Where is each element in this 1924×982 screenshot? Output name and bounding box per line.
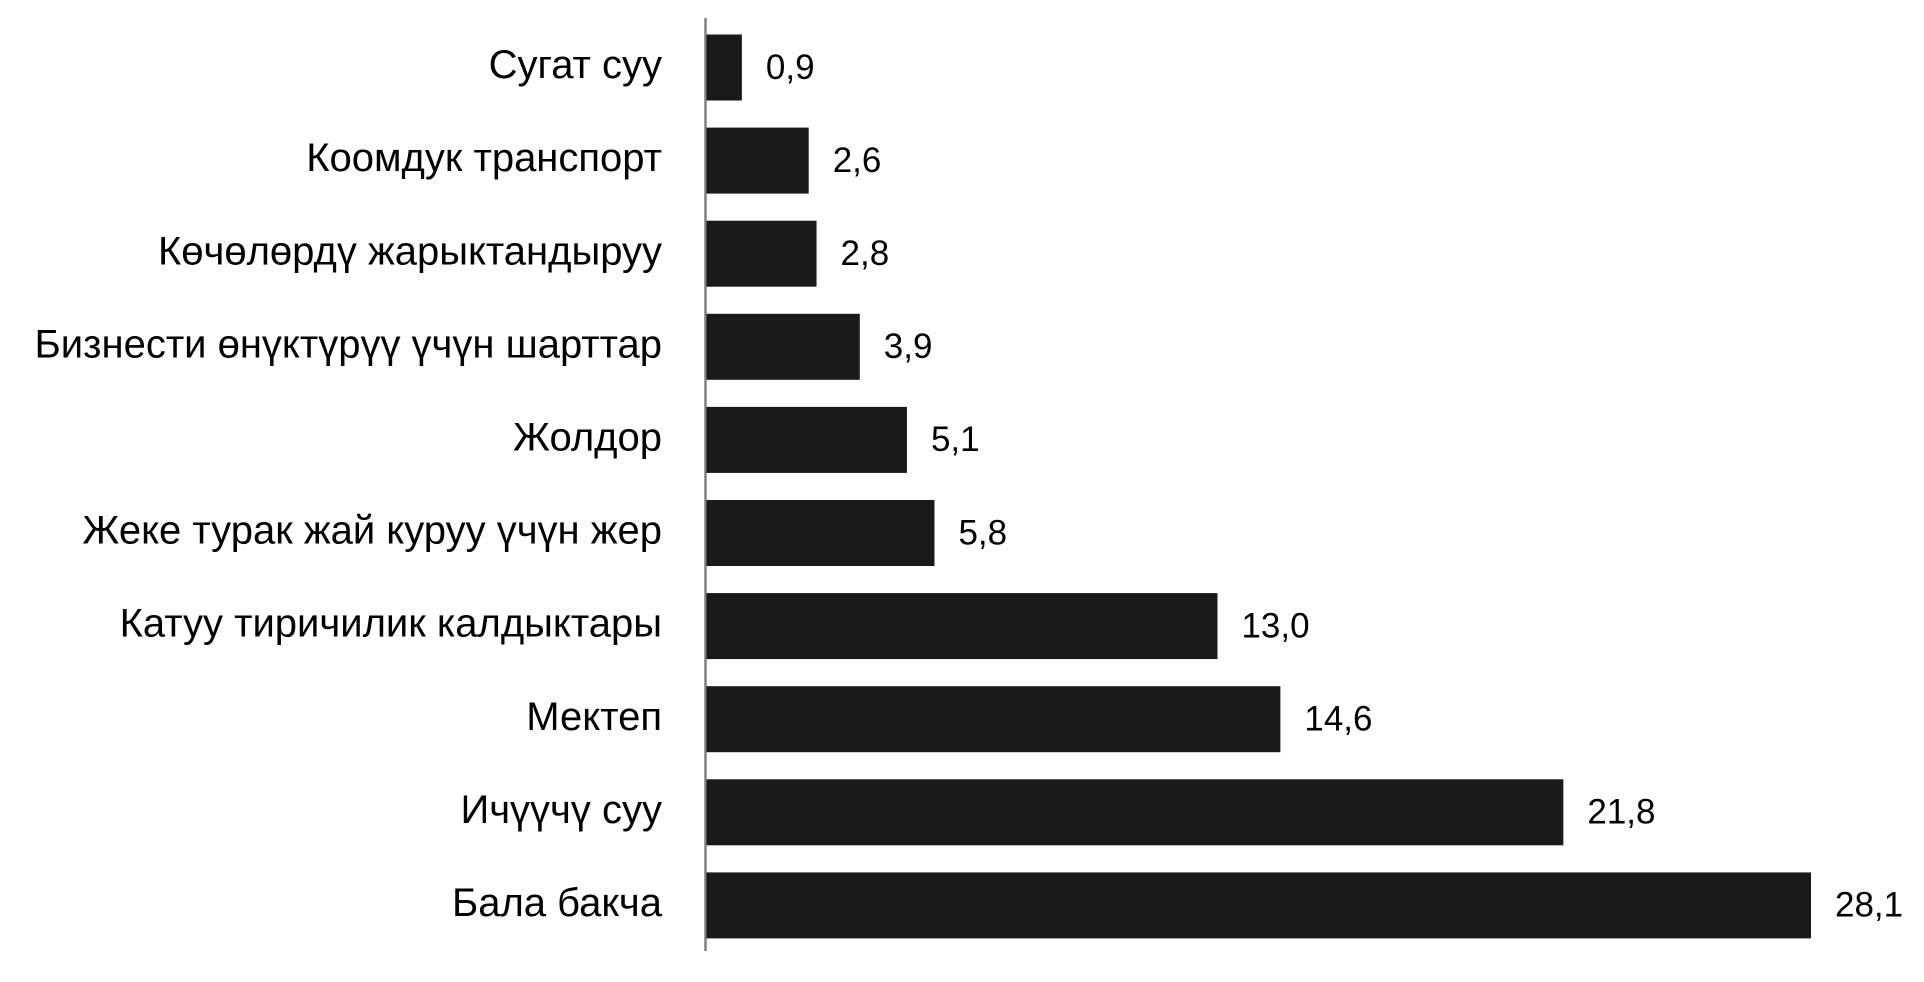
data-label: 13,0 [1241,606,1309,645]
bar [706,406,907,473]
y-tick-label: Катуу тиричилик калдыктары [120,602,662,646]
bar [706,686,1281,753]
data-label: 5,1 [931,420,980,459]
bar [706,593,1218,660]
data-label: 28,1 [1835,886,1903,925]
data-label: 2,6 [833,141,882,180]
bar [706,34,742,101]
y-tick-label: Ичүүчү суу [460,788,662,832]
y-tick-label: Жеке турак жай куруу үчүн жер [82,509,662,553]
data-label: 14,6 [1304,699,1372,738]
bar [706,779,1564,846]
y-tick-label: Коомдук транспорт [306,136,662,180]
bar [706,500,935,566]
data-label: 21,8 [1587,793,1655,832]
y-tick-label: Жолдор [513,415,662,459]
y-tick-label: Көчөлөрдү жарыктандыруу [158,229,662,273]
data-label: 0,9 [766,48,815,87]
data-label: 5,8 [958,513,1007,552]
y-tick-label: Бизнести өнүктүрүү үчүн шарттар [35,322,662,366]
bar [706,313,860,380]
bar [706,872,1811,939]
bar [706,220,817,287]
y-tick-label: Бала бакча [452,881,663,925]
data-label: 2,8 [841,234,890,273]
y-tick-label: Мектеп [526,695,662,739]
bar [706,127,809,194]
data-label: 3,9 [884,327,933,366]
y-tick-label: Сугат суу [489,43,662,87]
